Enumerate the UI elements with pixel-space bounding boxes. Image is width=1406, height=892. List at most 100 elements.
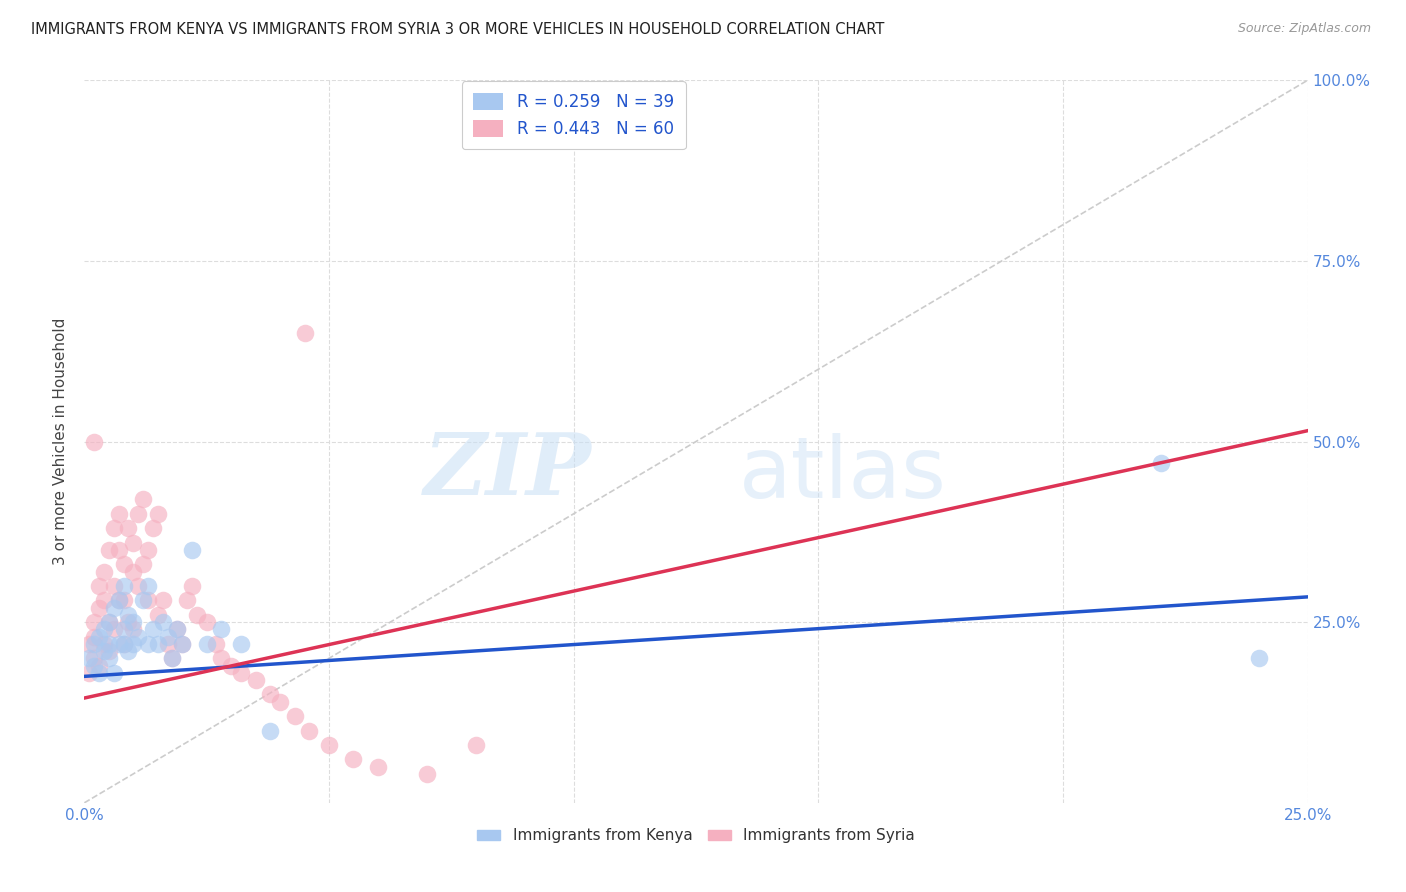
Point: [259, 687, 281, 701]
Text: Source: ZipAtlas.com: Source: ZipAtlas.com: [1237, 22, 1371, 36]
Text: atlas: atlas: [738, 433, 946, 516]
Point: [166, 623, 188, 637]
Point: [83, 615, 105, 630]
Point: [83, 630, 105, 644]
Point: [172, 637, 194, 651]
Point: [103, 521, 125, 535]
Point: [259, 723, 281, 738]
Point: [156, 630, 179, 644]
Point: [181, 579, 204, 593]
Point: [127, 579, 149, 593]
Point: [127, 507, 149, 521]
Point: [117, 607, 139, 622]
Point: [245, 673, 267, 687]
Point: [142, 521, 165, 535]
Point: [97, 637, 120, 651]
Point: [83, 658, 105, 673]
Point: [112, 637, 135, 651]
Point: [318, 738, 340, 752]
Point: [93, 593, 115, 607]
Point: [136, 579, 159, 593]
Point: [93, 565, 115, 579]
Point: [146, 507, 169, 521]
Point: [269, 695, 291, 709]
Point: [87, 579, 110, 593]
Point: [284, 709, 307, 723]
Point: [97, 542, 120, 557]
Point: [176, 593, 198, 607]
Y-axis label: 3 or more Vehicles in Household: 3 or more Vehicles in Household: [53, 318, 69, 566]
Point: [103, 623, 125, 637]
Point: [112, 593, 135, 607]
Point: [1150, 456, 1173, 470]
Point: [87, 630, 110, 644]
Point: [117, 615, 139, 630]
Point: [117, 521, 139, 535]
Point: [97, 615, 120, 630]
Point: [127, 630, 149, 644]
Point: [103, 600, 125, 615]
Point: [97, 651, 120, 665]
Point: [122, 565, 145, 579]
Point: [107, 542, 129, 557]
Point: [229, 637, 252, 651]
Point: [172, 637, 194, 651]
Point: [152, 615, 174, 630]
Point: [294, 326, 316, 340]
Point: [136, 637, 159, 651]
Point: [219, 658, 242, 673]
Point: [87, 665, 110, 680]
Point: [112, 637, 135, 651]
Point: [77, 665, 100, 680]
Point: [87, 600, 110, 615]
Point: [166, 623, 188, 637]
Point: [162, 651, 184, 665]
Point: [146, 637, 169, 651]
Point: [77, 651, 100, 665]
Point: [87, 658, 110, 673]
Text: IMMIGRANTS FROM KENYA VS IMMIGRANTS FROM SYRIA 3 OR MORE VEHICLES IN HOUSEHOLD C: IMMIGRANTS FROM KENYA VS IMMIGRANTS FROM…: [31, 22, 884, 37]
Point: [229, 665, 252, 680]
Point: [205, 637, 228, 651]
Point: [152, 593, 174, 607]
Text: ZIP: ZIP: [425, 429, 592, 512]
Legend: Immigrants from Kenya, Immigrants from Syria: Immigrants from Kenya, Immigrants from S…: [471, 822, 921, 849]
Point: [122, 623, 145, 637]
Point: [107, 637, 129, 651]
Point: [367, 760, 389, 774]
Point: [122, 615, 145, 630]
Point: [209, 623, 232, 637]
Point: [156, 637, 179, 651]
Point: [83, 651, 105, 665]
Point: [1247, 651, 1270, 665]
Point: [112, 558, 135, 572]
Point: [83, 637, 105, 651]
Point: [122, 535, 145, 549]
Point: [132, 492, 155, 507]
Point: [103, 579, 125, 593]
Point: [122, 637, 145, 651]
Point: [132, 558, 155, 572]
Point: [107, 593, 129, 607]
Point: [97, 644, 120, 658]
Point: [117, 644, 139, 658]
Point: [162, 651, 184, 665]
Point: [112, 579, 135, 593]
Point: [112, 623, 135, 637]
Point: [93, 637, 115, 651]
Point: [136, 542, 159, 557]
Point: [77, 637, 100, 651]
Point: [342, 752, 364, 766]
Point: [103, 665, 125, 680]
Point: [97, 615, 120, 630]
Point: [83, 434, 105, 449]
Point: [142, 623, 165, 637]
Point: [93, 644, 115, 658]
Point: [186, 607, 208, 622]
Point: [107, 507, 129, 521]
Point: [93, 623, 115, 637]
Point: [464, 738, 486, 752]
Point: [136, 593, 159, 607]
Point: [416, 767, 439, 781]
Point: [195, 637, 218, 651]
